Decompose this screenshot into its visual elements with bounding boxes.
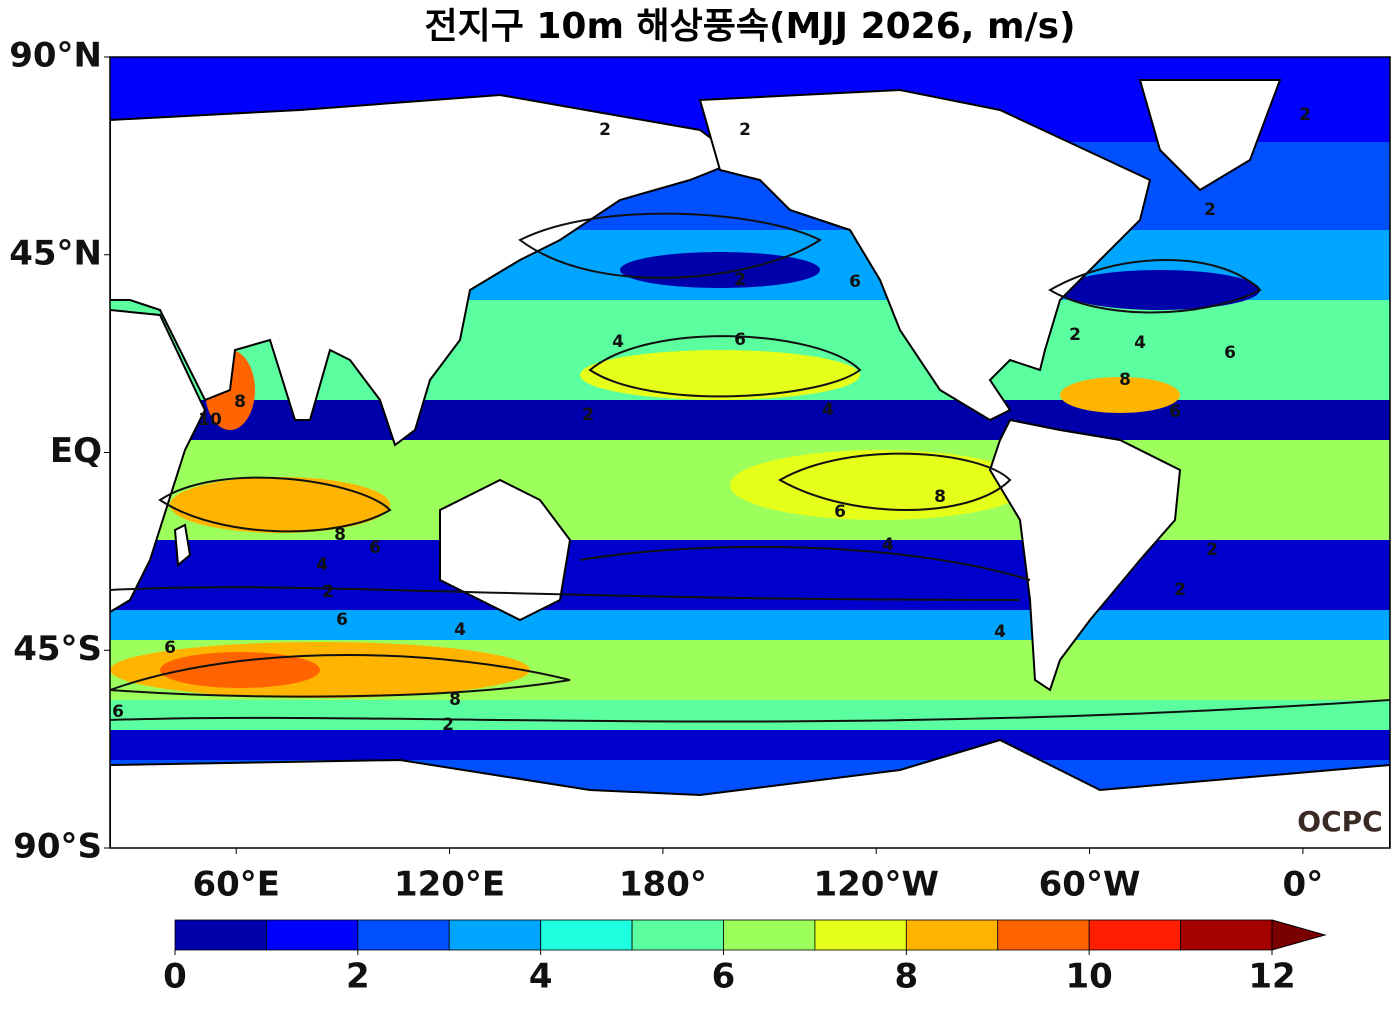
colorbar-segment — [905, 919, 999, 951]
contour-label: 6 — [164, 638, 176, 658]
y-tick-label: 90°N — [9, 36, 102, 76]
contour-label: 2 — [582, 405, 594, 425]
colorbar-segment — [357, 919, 450, 951]
contour-label: 6 — [1169, 402, 1181, 422]
contour-label: 6 — [849, 272, 861, 292]
contour-label: 2 — [1069, 325, 1081, 345]
contour-label: 6 — [112, 702, 124, 722]
colorbar-segment — [723, 919, 816, 951]
contour-label: 2 — [1204, 200, 1216, 220]
colorbar-segment — [631, 919, 724, 951]
contour-label: 4 — [612, 332, 624, 352]
contour-label: 2 — [734, 270, 746, 290]
contour-label: 2 — [1299, 105, 1311, 125]
colorbar-tick-label: 2 — [346, 957, 370, 997]
title: 전지구 10m 해상풍속(MJJ 2026, m/s) — [424, 6, 1075, 47]
colorbar-segment — [174, 919, 267, 951]
contour-label: 2 — [322, 582, 334, 602]
contour-label: 6 — [734, 330, 746, 350]
colorbar-segment — [540, 919, 633, 951]
contour-label: 2 — [1206, 540, 1218, 560]
x-tick-label: 120°W — [813, 865, 938, 905]
x-tick-label: 180° — [619, 865, 707, 905]
contour-label: 8 — [449, 690, 461, 710]
contour-label: 10 — [198, 410, 222, 430]
contour-label: 8 — [1119, 370, 1131, 390]
contour-label: 4 — [454, 620, 466, 640]
y-tick-label: EQ — [50, 431, 102, 471]
colorbar-tick-label: 4 — [529, 957, 553, 997]
contour-label: 2 — [1174, 580, 1186, 600]
y-tick-label: 45°S — [13, 629, 102, 669]
contour-label: 2 — [739, 120, 751, 140]
contour-label: 8 — [334, 525, 346, 545]
x-tick-label: 0° — [1283, 865, 1324, 905]
contour-label: 6 — [369, 538, 381, 558]
colorbar-segment — [448, 919, 542, 951]
map — [110, 57, 1390, 848]
colorbar-tick-label: 12 — [1248, 957, 1295, 997]
colorbar-segment — [1088, 919, 1181, 951]
contour-label: 4 — [1134, 333, 1146, 353]
contour-label: 2 — [599, 120, 611, 140]
colorbar-segment — [1180, 919, 1273, 951]
x-tick-label: 60°E — [192, 865, 280, 905]
logo: OCPC — [1297, 805, 1382, 838]
colorbar-tick-label: 10 — [1066, 957, 1113, 997]
colorbar-tick-label: 8 — [894, 957, 918, 997]
contour-label: 6 — [834, 502, 846, 522]
x-tick-label: 120°E — [394, 865, 505, 905]
x-tick-label: 60°W — [1039, 865, 1141, 905]
contour-label: 2 — [442, 715, 454, 735]
contour-label: 4 — [882, 535, 894, 555]
contour-label: 4 — [316, 555, 328, 575]
colorbar-extend — [1271, 919, 1327, 951]
contour-label: 8 — [934, 487, 946, 507]
colorbar-segment — [266, 919, 359, 951]
y-tick-label: 90°S — [13, 827, 102, 867]
contour-label: 6 — [336, 610, 348, 630]
colorbar-segment — [997, 919, 1090, 951]
contour-label: 4 — [822, 400, 834, 420]
y-tick-label: 45°N — [9, 233, 102, 273]
colorbar-segment — [814, 919, 907, 951]
colorbar-tick-label: 6 — [712, 957, 736, 997]
colorbar-tick-label: 0 — [163, 957, 187, 997]
contour-label: 8 — [234, 392, 246, 412]
contour-label: 6 — [1224, 343, 1236, 363]
contour-label: 4 — [994, 622, 1006, 642]
